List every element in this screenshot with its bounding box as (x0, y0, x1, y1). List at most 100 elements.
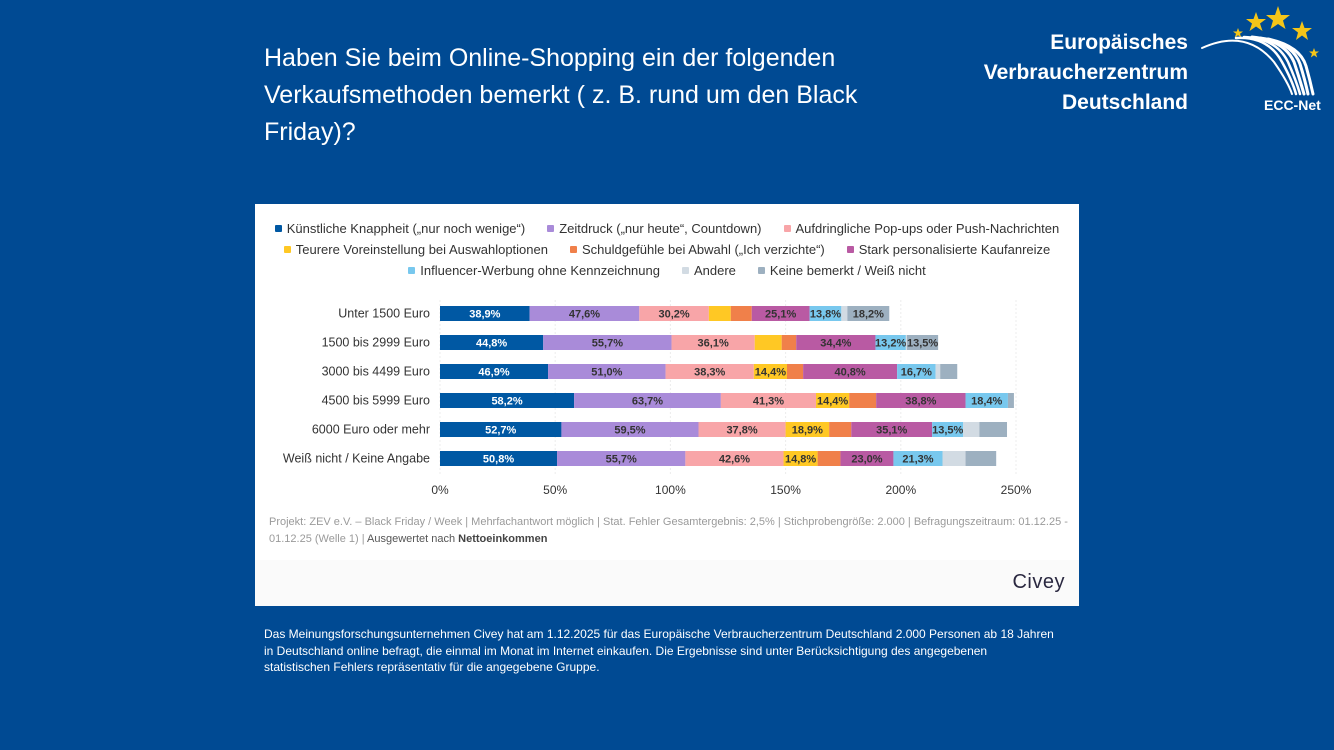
bar-segment[interactable] (942, 451, 966, 466)
bar-segment[interactable] (753, 364, 787, 379)
bar-segment[interactable] (574, 393, 721, 408)
bar-segment[interactable] (440, 335, 544, 350)
bar-segment[interactable] (720, 393, 817, 408)
legend-swatch-icon (681, 267, 689, 274)
bar-segment[interactable] (876, 393, 966, 408)
bar-segment[interactable] (841, 306, 848, 321)
bar-segment[interactable] (816, 393, 850, 408)
bar-segment[interactable] (671, 335, 755, 350)
bar-segment[interactable] (548, 364, 666, 379)
bar-segment[interactable] (754, 335, 782, 350)
data-label: 55,7% (606, 454, 637, 466)
chart-card: Künstliche Knappheit („nur noch wenige“)… (255, 204, 1079, 606)
bar-segment[interactable] (708, 306, 731, 321)
legend-swatch-icon (569, 246, 577, 253)
data-label: 59,5% (614, 425, 645, 437)
civey-logo[interactable]: Civey (1012, 571, 1065, 593)
chart-legend: Künstliche Knappheit („nur noch wenige“)… (255, 218, 1079, 281)
bar-segment[interactable] (786, 364, 804, 379)
data-label: 13,5% (932, 425, 963, 437)
bar-segment[interactable] (796, 335, 876, 350)
bar-segment[interactable] (440, 364, 549, 379)
legend-label: Aufdringliche Pop-ups oder Push-Nachrich… (795, 221, 1060, 236)
bar-segment[interactable] (698, 422, 786, 437)
data-label: 52,7% (485, 425, 516, 437)
bar-segment[interactable] (840, 451, 894, 466)
legend-item[interactable]: Künstliche Knappheit („nur noch wenige“) (274, 218, 525, 239)
data-label: 47,6% (569, 309, 600, 321)
legend-item[interactable]: Andere (681, 260, 736, 281)
data-label: 14,4% (755, 367, 786, 379)
legend-item[interactable]: Keine bemerkt / Weiß nicht (757, 260, 926, 281)
legend-swatch-icon (283, 246, 291, 253)
bar-segment[interactable] (932, 422, 964, 437)
data-label: 44,8% (476, 338, 507, 350)
bar-segment[interactable] (440, 393, 575, 408)
bar-segment[interactable] (440, 422, 562, 437)
chart-footnote: Projekt: ZEV e.V. – Black Friday / Week … (269, 514, 1069, 548)
legend-item[interactable]: Stark personalisierte Kaufanreize (846, 239, 1050, 260)
x-tick-label: 0% (431, 483, 449, 497)
legend-item[interactable]: Zeitdruck („nur heute“, Countdown) (547, 218, 762, 239)
bar-segment[interactable] (665, 364, 754, 379)
legend-swatch-icon (274, 225, 282, 232)
bar-segment[interactable] (907, 335, 939, 350)
bar-segment[interactable] (751, 306, 810, 321)
ecc-net-logo-icon: ECC-Net (1201, 6, 1321, 113)
legend-item[interactable]: Schuldgefühle bei Abwahl („Ich verzichte… (569, 239, 825, 260)
bar-segment[interactable] (829, 422, 852, 437)
legend-swatch-icon (547, 225, 555, 232)
legend-label: Andere (693, 263, 736, 278)
bar-segment[interactable] (781, 335, 797, 350)
legend-item[interactable]: Influencer-Werbung ohne Kennzeichnung (408, 260, 660, 281)
legend-item[interactable]: Teurere Voreinstellung bei Auswahloption… (283, 239, 548, 260)
bar-segment[interactable] (639, 306, 709, 321)
y-category-label: 4500 bis 5999 Euro (322, 394, 430, 408)
bar-segment[interactable] (529, 306, 640, 321)
civey-footer: Civey (255, 560, 1079, 606)
data-label: 38,9% (469, 309, 500, 321)
bar-segment[interactable] (875, 335, 906, 350)
data-label: 13,8% (810, 309, 841, 321)
stacked-bar-chart: 0% 50% 100% 150% 200% 250% Unter 1500 Euro 38,9… (283, 300, 1032, 497)
bar-segment[interactable] (809, 306, 842, 321)
bar-segment[interactable] (817, 451, 841, 466)
bar-segment[interactable] (849, 393, 877, 408)
data-label: 23,0% (851, 454, 882, 466)
bar-segment[interactable] (851, 422, 933, 437)
brand-line-3: Deutschland (1061, 91, 1188, 114)
legend-row: Künstliche Knappheit („nur noch wenige“)… (255, 218, 1079, 239)
bar-segment[interactable] (940, 364, 958, 379)
bar-segment[interactable] (935, 364, 941, 379)
bar-segment[interactable] (803, 364, 898, 379)
star-icon (1266, 6, 1290, 29)
data-label: 55,7% (592, 338, 623, 350)
bar-segment[interactable] (783, 451, 818, 466)
data-label: 41,3% (753, 396, 784, 408)
data-label: 46,9% (478, 367, 509, 379)
bar-segment[interactable] (730, 306, 752, 321)
data-label: 18,4% (971, 396, 1002, 408)
bar-segment[interactable] (893, 451, 943, 466)
bar-segment[interactable] (979, 422, 1008, 437)
bar-segment[interactable] (561, 422, 699, 437)
bar-segment[interactable] (685, 451, 784, 466)
legend-swatch-icon (408, 267, 416, 274)
bar-segment[interactable] (847, 306, 890, 321)
data-label: 40,8% (835, 367, 866, 379)
bar-segment[interactable] (905, 335, 908, 350)
bar-segment[interactable] (543, 335, 672, 350)
data-label: 21,3% (902, 454, 933, 466)
star-icon (1292, 21, 1312, 40)
bar-segment[interactable] (785, 422, 830, 437)
bar-segment[interactable] (897, 364, 936, 379)
x-tick-label: 200% (885, 483, 916, 497)
bar-segment[interactable] (965, 393, 1008, 408)
bar-segment[interactable] (1007, 393, 1014, 408)
bar-segment[interactable] (557, 451, 686, 466)
bar-segment[interactable] (440, 451, 558, 466)
bar-segment[interactable] (963, 422, 980, 437)
bar-segment[interactable] (965, 451, 997, 466)
legend-item[interactable]: Aufdringliche Pop-ups oder Push-Nachrich… (783, 218, 1060, 239)
bar-segment[interactable] (440, 306, 530, 321)
